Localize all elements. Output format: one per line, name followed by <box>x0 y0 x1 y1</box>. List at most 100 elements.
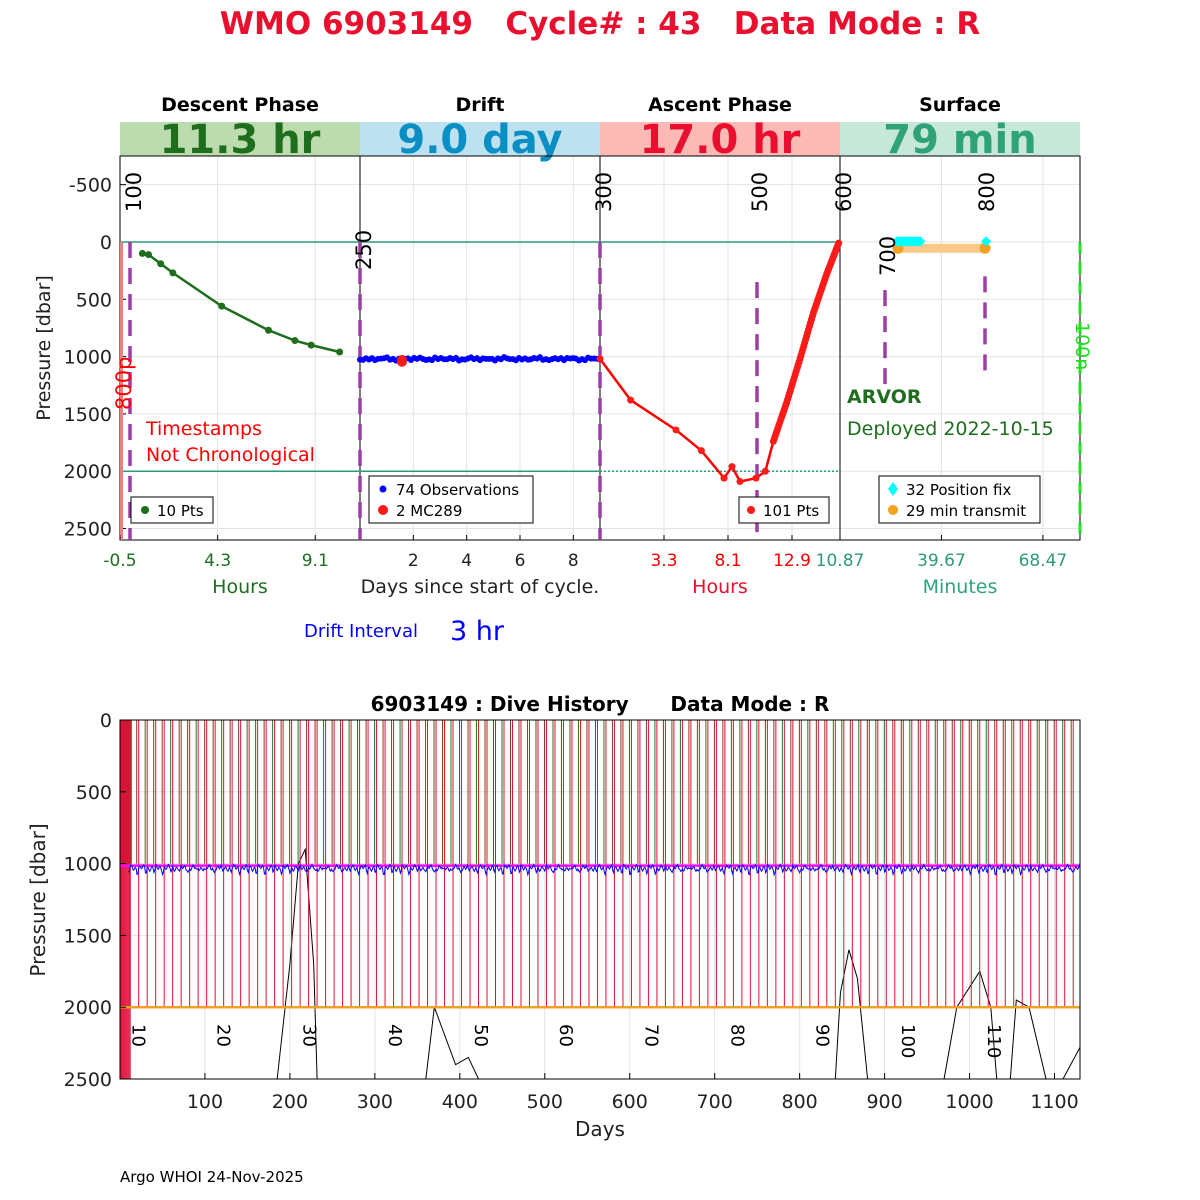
history-x-tick-label: 800 <box>782 1091 818 1113</box>
descent-point <box>264 326 272 334</box>
descent-point <box>138 249 146 257</box>
top-y-tick-label: 2000 <box>64 461 112 483</box>
drift-legend-obs: 74 Observations <box>396 481 519 499</box>
marker-label-800p: 800p <box>112 357 136 410</box>
top-x-tick-label: 8.1 <box>714 551 741 571</box>
phase-title-ascent: Ascent Phase <box>648 94 792 116</box>
drift-legend-marker-obs <box>379 485 387 493</box>
descent-point <box>157 260 165 268</box>
top-x-tick-label: 39.67 <box>917 551 966 571</box>
surface-x-label: Minutes <box>923 576 998 598</box>
surface-duration: 79 min <box>883 117 1036 163</box>
history-y-ticks: 0 500 1000 1500 2000 2500 <box>64 710 126 1091</box>
header-title: WMO 6903149 Cycle# : 43 Data Mode : R <box>220 6 981 42</box>
history-drift-line <box>128 862 1081 877</box>
marker-label-250: 250 <box>352 230 376 270</box>
history-x-tick-label: 100 <box>187 1091 223 1113</box>
ascent-legend-marker <box>747 506 755 514</box>
history-cycle-label: 10 <box>127 1024 148 1047</box>
history-trajectory-line <box>1062 1047 1081 1080</box>
ascent-duration: 17.0 hr <box>640 117 801 163</box>
surface-legend-fix: 32 Position fix <box>906 481 1011 499</box>
marker-label-500: 500 <box>748 172 772 212</box>
descent-legend-text: 10 Pts <box>157 502 204 520</box>
history-cycle-label: 20 <box>212 1024 233 1047</box>
descent-point <box>291 337 299 345</box>
surface-legend: 32 Position fix 29 min transmit <box>878 475 1041 524</box>
ascent-point <box>627 396 635 404</box>
top-x-tick-label: 12.9 <box>773 551 811 571</box>
history-x-ticks: 100 200 300 400 500 600 700 800 900 1000 1100 <box>187 1073 1079 1113</box>
descent-series-line <box>142 252 340 354</box>
top-x-tick-label: 10.87 <box>816 551 865 571</box>
drift-interval-label: Drift Interval <box>304 621 418 642</box>
ascent-point <box>672 426 680 434</box>
history-trajectory-line <box>1009 999 1047 1080</box>
history-cycle-label: 110 <box>983 1024 1004 1058</box>
top-y-tick-label: 2500 <box>64 519 112 541</box>
history-y-tick-label: 1000 <box>64 854 112 876</box>
phase-title-drift: Drift <box>455 94 504 116</box>
drift-legend-box <box>368 475 534 524</box>
top-y-tick-label: -500 <box>69 175 112 197</box>
history-cycle-labels: 10 20 30 40 50 60 70 80 90 100 110 <box>127 1024 1004 1058</box>
history-trajectory-line <box>425 1007 479 1080</box>
marker-label-700: 700 <box>876 236 900 276</box>
history-cycle-label: 90 <box>811 1024 832 1047</box>
descent-legend: 10 Pts <box>130 496 214 524</box>
history-y-tick-label: 2500 <box>64 1069 112 1091</box>
history-trajectory-line <box>834 949 869 1080</box>
marker-label-600: 600 <box>832 172 856 212</box>
history-cycle-label: 40 <box>384 1024 405 1047</box>
marker-label-100n: 100n <box>1071 322 1093 370</box>
surface-legend-box <box>878 475 1041 524</box>
marker-label-100: 100 <box>122 172 146 212</box>
descent-point <box>169 269 177 277</box>
top-x-tick-label: 68.47 <box>1019 551 1068 571</box>
descent-duration-banner <box>120 122 360 156</box>
top-y-axis-label: Pressure [dbar] <box>33 275 55 421</box>
top-x-tick-label: 4.3 <box>204 551 231 571</box>
top-x-tick-label: 9.1 <box>302 551 329 571</box>
history-data <box>119 720 1081 1080</box>
history-x-axis-label: Days <box>575 1117 625 1141</box>
timestamps-note-line2: Not Chronological <box>146 444 315 466</box>
marker-label-800: 800 <box>975 172 999 212</box>
surface-legend-marker-transmit <box>888 505 898 515</box>
surface-position-fix <box>915 236 926 247</box>
history-y-tick-label: 0 <box>100 710 112 732</box>
history-cycle-label: 100 <box>897 1024 918 1058</box>
history-cycle-label: 60 <box>555 1024 576 1047</box>
top-x-tick-label: 8 <box>568 551 579 571</box>
float-type: ARVOR <box>847 386 922 408</box>
drift-interval-value: 3 hr <box>450 616 505 647</box>
top-x-ticks: -0.5 4.3 9.1 2 4 6 8 3.3 8.1 12.9 10.87 39.67 68.47 <box>103 535 1067 571</box>
surface-position-fix <box>981 236 991 247</box>
history-cycle-label: 70 <box>641 1024 662 1047</box>
drift-mc-point <box>397 355 407 366</box>
descent-point <box>336 348 344 356</box>
top-y-tick-label: 500 <box>76 289 112 311</box>
phase-title-descent: Descent Phase <box>161 94 319 116</box>
drift-x-label: Days since start of cycle. <box>361 576 600 598</box>
ascent-duration-banner <box>600 122 840 156</box>
salmon-left-bar <box>120 241 123 540</box>
history-x-tick-label: 200 <box>272 1091 308 1113</box>
history-y-tick-label: 2000 <box>64 997 112 1019</box>
surface-legend-marker-fix <box>888 482 898 496</box>
top-y-tick-label: 0 <box>100 232 112 254</box>
history-x-tick-label: 700 <box>697 1091 733 1113</box>
history-x-tick-label: 900 <box>866 1091 902 1113</box>
ascent-point <box>761 467 769 475</box>
ascent-point <box>736 478 744 486</box>
timestamps-note-line1: Timestamps <box>145 418 262 440</box>
ascent-series-line <box>598 242 840 483</box>
history-x-tick-label: 300 <box>357 1091 393 1113</box>
top-y-tick-label: 1000 <box>64 347 112 369</box>
descent-duration: 11.3 hr <box>160 117 321 163</box>
marker-label-300: 300 <box>592 172 616 212</box>
history-y-tick-label: 500 <box>76 782 112 804</box>
surface-legend-transmit: 29 min transmit <box>906 502 1026 520</box>
descent-point <box>218 302 226 310</box>
ascent-x-label: Hours <box>692 576 748 598</box>
